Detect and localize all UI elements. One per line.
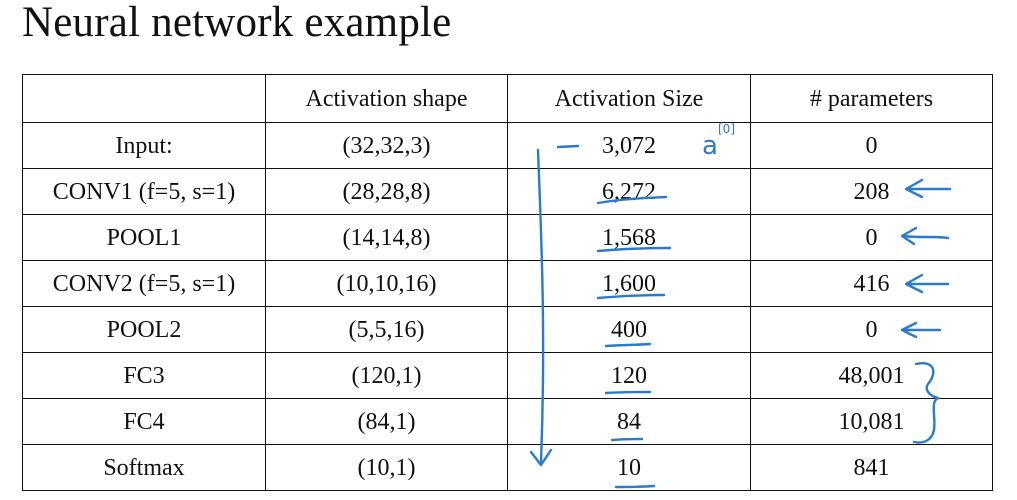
header-activation-size: Activation Size <box>507 74 751 123</box>
parameter-count: 0 <box>750 214 993 261</box>
activation-shape: (84,1) <box>265 398 508 445</box>
table-row: FC3 (120,1) 120 48,001 <box>22 352 993 399</box>
header-row: Activation shape Activation Size # param… <box>22 74 993 123</box>
header-activation-shape: Activation shape <box>265 74 508 123</box>
parameter-count: 48,001 <box>750 352 993 399</box>
activation-shape: (10,1) <box>265 444 508 491</box>
layer-name: FC4 <box>22 398 266 445</box>
parameter-count: 10,081 <box>750 398 993 445</box>
layer-name: FC3 <box>22 352 266 399</box>
parameter-count: 208 <box>750 168 993 215</box>
activation-size: 10 <box>507 444 751 491</box>
network-table: Activation shape Activation Size # param… <box>22 74 993 491</box>
activation-size: 84 <box>507 398 751 445</box>
activation-size: 1,600 <box>507 260 751 307</box>
activation-size: 400 <box>507 306 751 353</box>
parameter-count: 841 <box>750 444 993 491</box>
activation-shape: (10,10,16) <box>265 260 508 307</box>
layer-name: CONV2 (f=5, s=1) <box>22 260 266 307</box>
slide-title: Neural network example <box>22 0 452 46</box>
table-row: FC4 (84,1) 84 10,081 <box>22 398 993 445</box>
layer-name: POOL1 <box>22 214 266 261</box>
table-row: Input: (32,32,3) 3,072 0 <box>22 122 993 169</box>
parameter-count: 0 <box>750 122 993 169</box>
table-row: CONV1 (f=5, s=1) (28,28,8) 6,272 208 <box>22 168 993 215</box>
activation-size: 3,072 <box>507 122 751 169</box>
layer-name: POOL2 <box>22 306 266 353</box>
activation-shape: (32,32,3) <box>265 122 508 169</box>
activation-shape: (5,5,16) <box>265 306 508 353</box>
activation-size: 1,568 <box>507 214 751 261</box>
activation-shape: (120,1) <box>265 352 508 399</box>
table-row: POOL1 (14,14,8) 1,568 0 <box>22 214 993 261</box>
table-row: POOL2 (5,5,16) 400 0 <box>22 306 993 353</box>
parameter-count: 416 <box>750 260 993 307</box>
layer-name: Input: <box>22 122 266 169</box>
activation-size: 120 <box>507 352 751 399</box>
header-layer <box>22 74 266 123</box>
layer-name: Softmax <box>22 444 266 491</box>
activation-shape: (28,28,8) <box>265 168 508 215</box>
table-row: CONV2 (f=5, s=1) (10,10,16) 1,600 416 <box>22 260 993 307</box>
header-parameters: # parameters <box>750 74 993 123</box>
activation-size: 6,272 <box>507 168 751 215</box>
layer-name: CONV1 (f=5, s=1) <box>22 168 266 215</box>
activation-shape: (14,14,8) <box>265 214 508 261</box>
table-row: Softmax (10,1) 10 841 <box>22 444 993 491</box>
parameter-count: 0 <box>750 306 993 353</box>
